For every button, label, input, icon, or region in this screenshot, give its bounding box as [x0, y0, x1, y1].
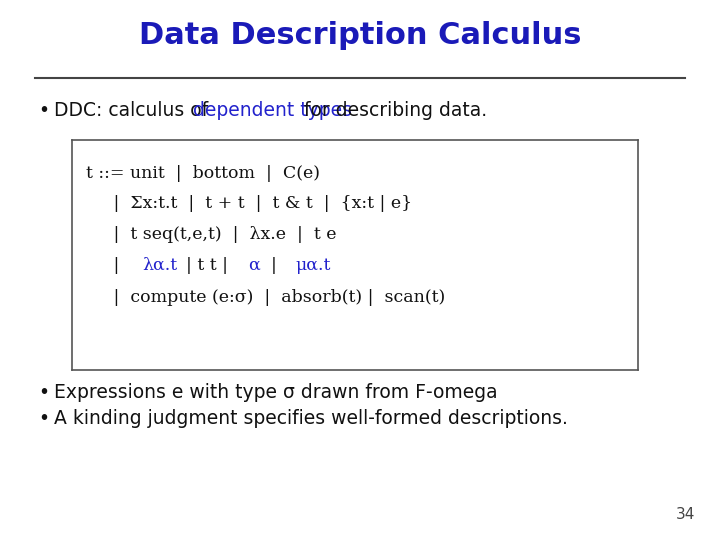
Text: •: •: [38, 382, 49, 402]
Text: t ::= unit  |  bottom  |  C(e): t ::= unit | bottom | C(e): [86, 165, 320, 182]
Text: for describing data.: for describing data.: [298, 100, 487, 119]
Text: |: |: [260, 257, 288, 274]
Text: |  Σx:t.t  |  t + t  |  t & t  |  {x:t | e}: | Σx:t.t | t + t | t & t | {x:t | e}: [86, 195, 413, 212]
Text: Data Description Calculus: Data Description Calculus: [139, 21, 581, 50]
Text: DDC: calculus of: DDC: calculus of: [54, 100, 214, 119]
Text: μα.t: μα.t: [295, 257, 330, 274]
Text: α: α: [248, 257, 260, 274]
Text: λα.t: λα.t: [142, 257, 177, 274]
Text: •: •: [38, 100, 49, 119]
Text: 34: 34: [675, 507, 695, 522]
Text: A kinding judgment specifies well-formed descriptions.: A kinding judgment specifies well-formed…: [54, 408, 568, 428]
Text: | t t |: | t t |: [175, 257, 239, 274]
Text: •: •: [38, 408, 49, 428]
Text: |  t seq(t,e,t)  |  λx.e  |  t e: | t seq(t,e,t) | λx.e | t e: [86, 226, 337, 243]
Text: |  compute (e:σ)  |  absorb(t) |  scan(t): | compute (e:σ) | absorb(t) | scan(t): [86, 289, 446, 306]
Text: dependent types: dependent types: [193, 100, 352, 119]
Text: |: |: [86, 257, 130, 274]
Text: Expressions e with type σ drawn from F-omega: Expressions e with type σ drawn from F-o…: [54, 382, 498, 402]
